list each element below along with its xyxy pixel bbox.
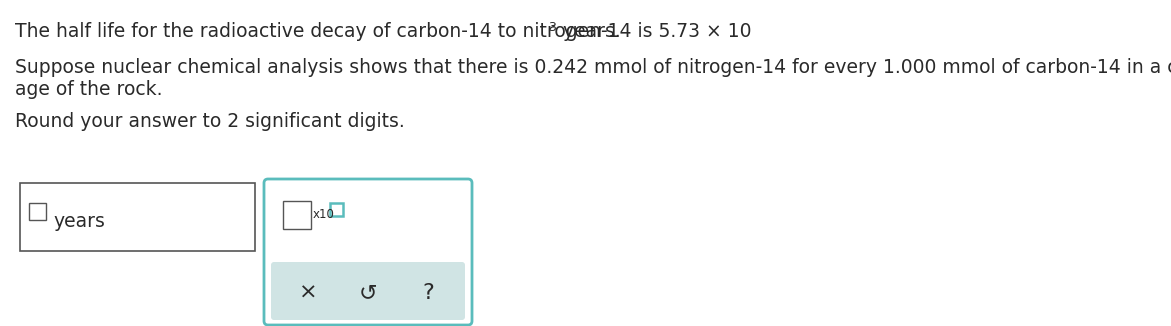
FancyBboxPatch shape: [271, 262, 465, 320]
Text: age of the rock.: age of the rock.: [15, 80, 163, 99]
Text: years: years: [53, 212, 105, 231]
FancyBboxPatch shape: [263, 179, 472, 325]
Text: years.: years.: [557, 22, 621, 41]
Text: Round your answer to 2 significant digits.: Round your answer to 2 significant digit…: [15, 112, 405, 131]
Bar: [29, 203, 46, 220]
Bar: [330, 203, 343, 216]
Text: ?: ?: [422, 283, 434, 303]
Text: Suppose nuclear chemical analysis shows that there is 0.242 mmol of nitrogen-14 : Suppose nuclear chemical analysis shows …: [15, 58, 1171, 77]
Text: 3: 3: [548, 21, 556, 34]
Text: The half life for the radioactive decay of carbon-14 to nitrogen-14 is 5.73 × 10: The half life for the radioactive decay …: [15, 22, 752, 41]
Text: ↺: ↺: [358, 283, 377, 303]
Text: x10: x10: [313, 209, 335, 221]
Bar: [283, 201, 311, 229]
Text: ×: ×: [299, 283, 317, 303]
Bar: [20, 183, 255, 251]
